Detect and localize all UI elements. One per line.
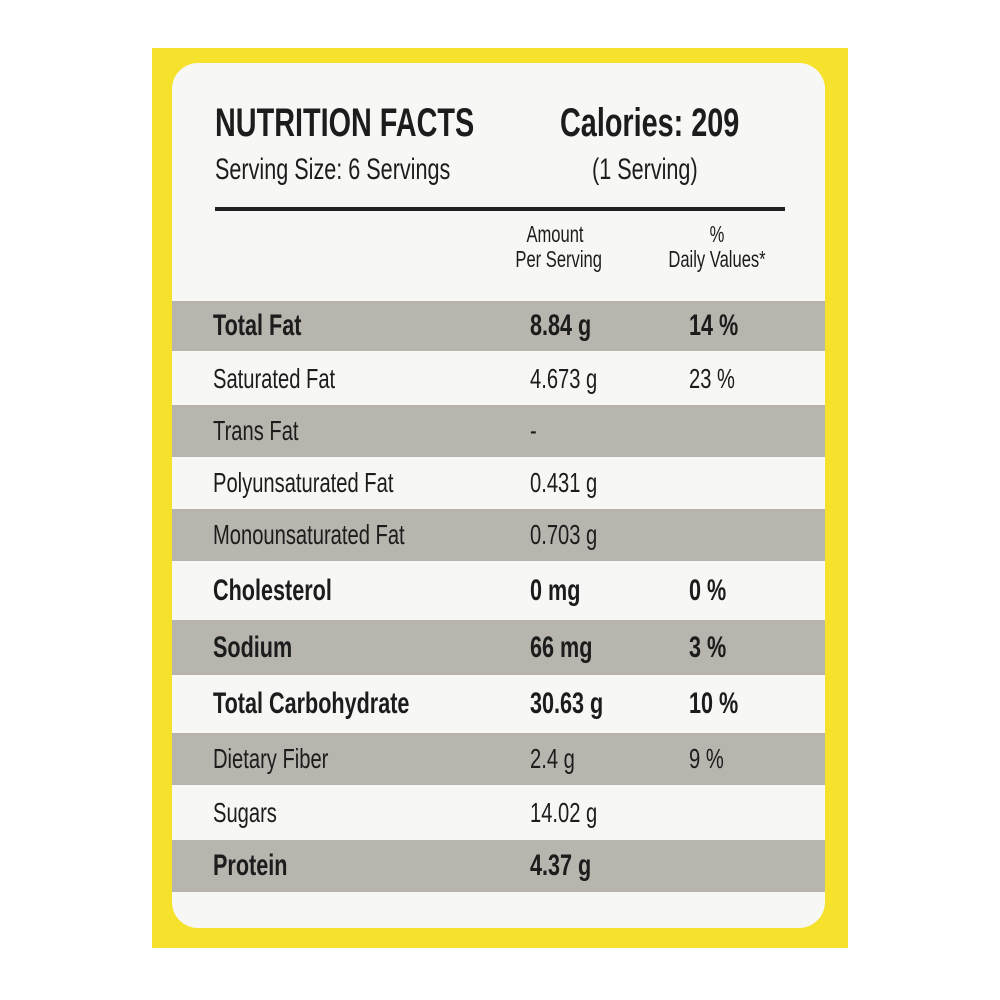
serving-size: Serving Size: 6 Servings	[215, 153, 451, 186]
nutrient-name: Sugars	[213, 796, 277, 828]
nutrient-daily-value: 14 %	[689, 309, 739, 342]
nutrient-row: Polyunsaturated Fat 0.431 g	[172, 457, 825, 509]
nutrient-amount: -	[530, 415, 537, 446]
label-title: NUTRITION FACTS	[215, 101, 475, 145]
nutrient-name: Polyunsaturated Fat	[213, 467, 394, 498]
nutrient-row: Protein 4.37 g	[172, 840, 825, 892]
nutrient-name: Trans Fat	[213, 415, 299, 446]
nutrient-row: Monounsaturated Fat 0.703 g	[172, 509, 825, 561]
nutrient-amount: 66 mg	[530, 630, 593, 664]
nutrient-amount: 4.37 g	[530, 849, 592, 882]
nutrient-daily-value: 3 %	[689, 630, 727, 664]
nutrient-amount: 0.703 g	[530, 519, 598, 550]
nutrient-row: Saturated Fat 4.673 g 23 %	[172, 353, 825, 405]
nutrient-amount: 4.673 g	[530, 363, 598, 394]
nutrient-name: Total Fat	[213, 309, 302, 342]
nutrient-name: Monounsaturated Fat	[213, 519, 405, 550]
nutrient-row: Total Fat 8.84 g 14 %	[172, 301, 825, 351]
nutrient-daily-value: 0 %	[689, 574, 727, 607]
nutrient-name: Total Carbohydrate	[213, 687, 410, 720]
nutrition-label: NUTRITION FACTS Calories: 209 Serving Si…	[172, 63, 825, 928]
dv-header-line2: Daily Values*	[668, 246, 766, 272]
nutrient-name: Saturated Fat	[213, 363, 336, 394]
nutrient-row: Trans Fat -	[172, 405, 825, 457]
nutrient-amount: 14.02 g	[530, 796, 598, 828]
nutrient-row: Sodium 66 mg 3 %	[172, 620, 825, 675]
nutrient-row: Total Carbohydrate 30.63 g 10 %	[172, 675, 825, 733]
nutrient-row: Cholesterol 0 mg 0 %	[172, 562, 825, 620]
nutrient-amount: 30.63 g	[530, 687, 604, 720]
nutrient-name: Cholesterol	[213, 574, 332, 607]
nutrient-row: Dietary Fiber 2.4 g 9 %	[172, 733, 825, 785]
nutrient-daily-value: 9 %	[689, 743, 724, 774]
amount-header-line1: Amount	[526, 221, 584, 247]
dv-column-header: % Daily Values*	[663, 222, 771, 272]
nutrient-row: Sugars 14.02 g	[172, 785, 825, 840]
nutrient-amount: 2.4 g	[530, 743, 575, 774]
nutrient-amount: 8.84 g	[530, 309, 592, 342]
nutrient-daily-value: 23 %	[689, 363, 735, 394]
nutrient-name: Sodium	[213, 630, 293, 664]
nutrient-name: Dietary Fiber	[213, 743, 329, 774]
divider	[215, 207, 785, 211]
calories: Calories: 209	[560, 101, 740, 145]
dv-header-line1: %	[709, 221, 725, 247]
nutrient-daily-value: 10 %	[689, 687, 739, 720]
per-serving-note: (1 Serving)	[592, 153, 698, 186]
amount-header-line2: Per Serving	[515, 246, 602, 272]
amount-column-header: Amount Per Serving	[515, 221, 602, 272]
nutrient-amount: 0.431 g	[530, 467, 598, 498]
nutrient-name: Protein	[213, 849, 288, 882]
nutrient-amount: 0 mg	[530, 574, 581, 607]
